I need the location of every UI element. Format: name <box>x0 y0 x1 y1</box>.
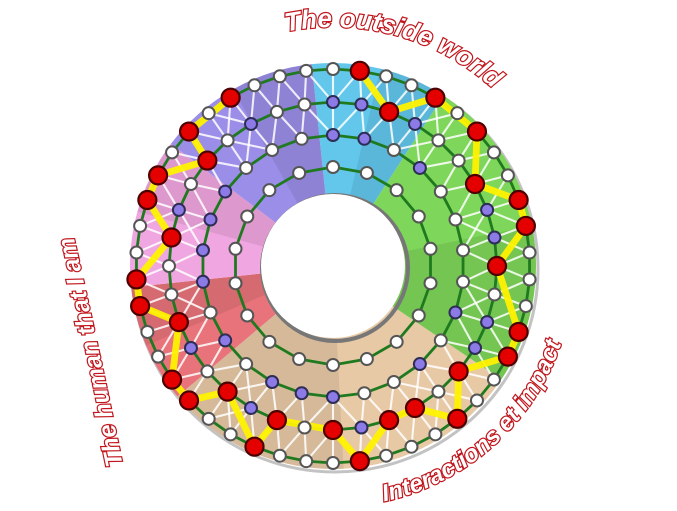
svg-text:The human that I am: The human that I am <box>53 235 129 469</box>
